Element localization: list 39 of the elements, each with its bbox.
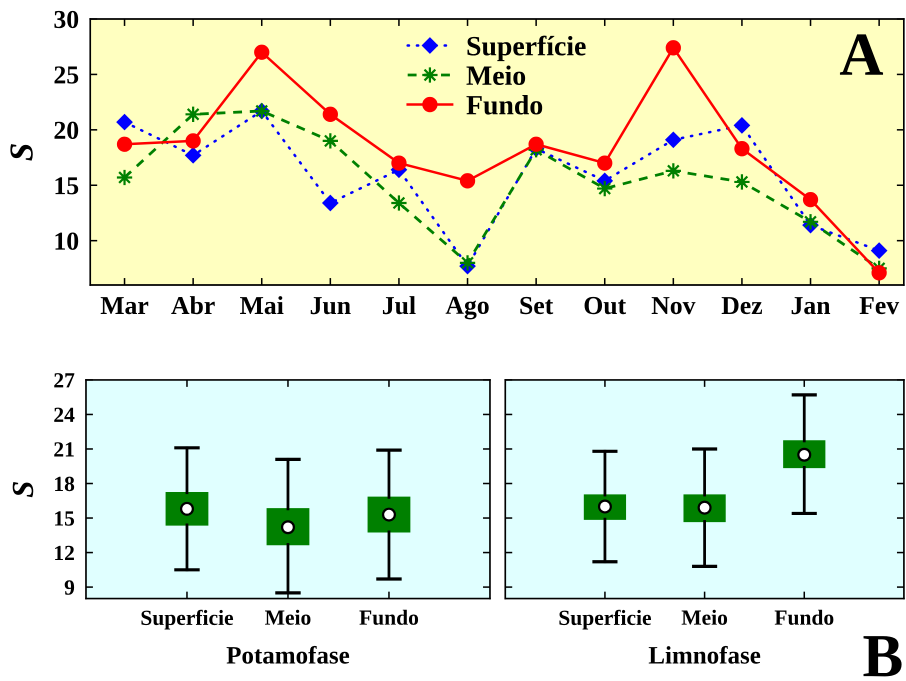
- y-tick-label: 18: [55, 476, 74, 492]
- x-tick-label: Mai: [240, 296, 284, 314]
- x-tick-label: Jan: [792, 297, 830, 314]
- y-tick-label: 15: [55, 177, 78, 194]
- x-tick-label: Fundo: [359, 610, 418, 625]
- x-tick-label: Out: [584, 296, 626, 314]
- y-tick-label: 30: [54, 10, 78, 28]
- y-tick-label: 20: [54, 122, 78, 139]
- y-tick-label: 21: [54, 442, 74, 456]
- y-tick-label: 25: [54, 66, 78, 84]
- y-tick-label: 10: [55, 232, 78, 250]
- x-tick-label: Jul: [382, 296, 416, 314]
- text: B: [864, 636, 902, 676]
- x-axis-title: Limnofase: [648, 646, 760, 664]
- y-axis-title: S: [10, 144, 33, 161]
- x-axis-title: Potamofase: [226, 646, 350, 664]
- legend-label: Superfície: [468, 36, 586, 62]
- y-tick-label: 24: [54, 408, 74, 422]
- x-tick-label: Abr: [171, 296, 215, 314]
- x-tick-label: Superficie: [559, 610, 652, 630]
- x-tick-label: Mar: [100, 297, 148, 314]
- x-tick-label: Jun: [310, 297, 351, 314]
- x-tick-label: Fev: [860, 297, 900, 314]
- y-tick-label: 27: [54, 373, 74, 388]
- x-tick-label: Dez: [722, 297, 762, 314]
- x-tick-label: Ago: [446, 296, 489, 320]
- y-tick-label: 12: [55, 546, 74, 560]
- y-tick-label: 15: [55, 511, 74, 526]
- y-axis-title: S: [12, 482, 34, 498]
- x-tick-label: Set: [520, 296, 554, 314]
- x-tick-label: Meio: [265, 610, 310, 625]
- x-tick-label: Fundo: [774, 610, 834, 625]
- legend-label: Meio: [466, 65, 526, 86]
- x-tick-label: Meio: [682, 610, 728, 625]
- annotation: A: [840, 34, 884, 75]
- x-tick-label: Superficie: [141, 610, 234, 630]
- y-tick-label: 9: [64, 580, 74, 595]
- legend-label: Fundo: [466, 95, 542, 115]
- x-tick-label: Nov: [652, 297, 696, 314]
